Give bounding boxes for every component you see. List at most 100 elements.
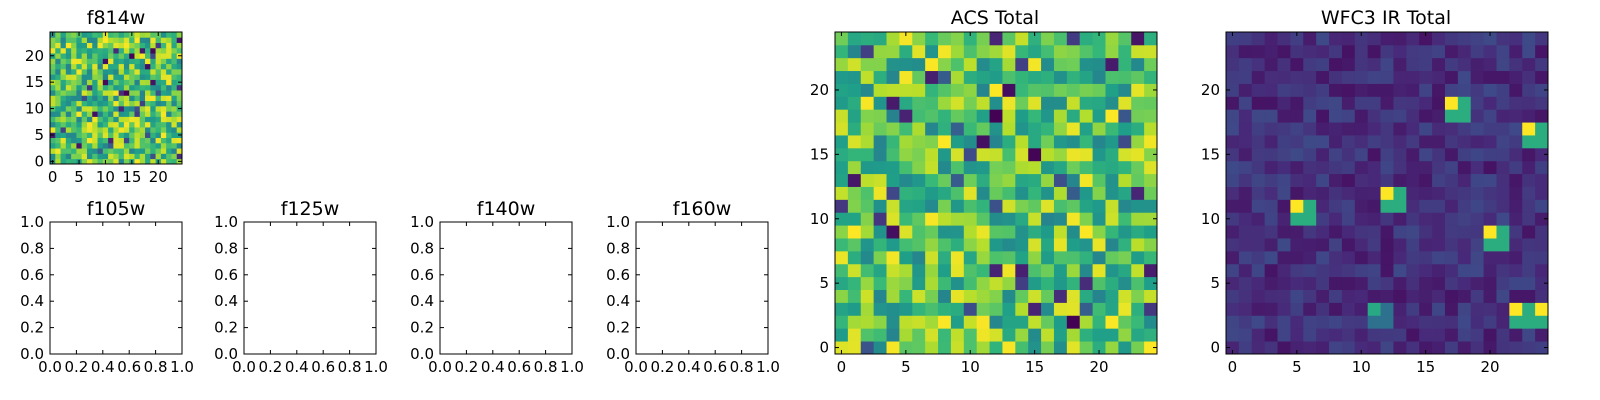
heatmap-cell [50, 142, 56, 149]
heatmap-cell [71, 63, 77, 70]
heatmap-cell [1406, 70, 1420, 84]
x-tick-label: 0.8 [338, 358, 362, 376]
heatmap-cell [71, 100, 77, 107]
heatmap-cell [1380, 263, 1394, 278]
heatmap-cell [1277, 315, 1291, 329]
heatmap-cell [847, 225, 862, 239]
heatmap-cell [134, 32, 141, 38]
heatmap-cell [847, 160, 862, 175]
heatmap-cell [1015, 289, 1029, 303]
heatmap-cell [1444, 44, 1459, 59]
heatmap-cell [899, 32, 913, 46]
heatmap-cell [938, 199, 952, 213]
heatmap-cell [150, 74, 156, 80]
heatmap-cell [1251, 289, 1266, 303]
heatmap-cell [150, 68, 156, 75]
heatmap-cell [1457, 135, 1472, 149]
heatmap-cell [81, 63, 88, 70]
heatmap-cell [1457, 238, 1472, 252]
heatmap-cell [1393, 315, 1407, 329]
heatmap-cell [118, 116, 125, 123]
heatmap-cell [1118, 225, 1132, 239]
heatmap-cell [1316, 263, 1330, 278]
heatmap-cell [1238, 289, 1253, 303]
heatmap-cell [76, 63, 83, 70]
heatmap-cell [113, 142, 120, 149]
heatmap-cell [1367, 147, 1381, 162]
heatmap-cell [134, 90, 141, 96]
heatmap-cell [1419, 83, 1433, 97]
heatmap-cell [847, 135, 862, 149]
heatmap-cell [1264, 276, 1278, 290]
heatmap-cell [1028, 57, 1042, 72]
heatmap-cell [145, 37, 151, 43]
heatmap-cell [1419, 160, 1433, 175]
heatmap-cell [899, 250, 913, 265]
y-tick-label: 0.0 [410, 345, 434, 363]
heatmap-cell [1496, 341, 1510, 355]
heatmap-cell [835, 109, 849, 123]
heatmap-cell [171, 42, 178, 49]
y-tick-label: 20 [1201, 81, 1220, 99]
heatmap-cell [963, 147, 978, 162]
heatmap-cell [860, 57, 875, 72]
heatmap-cell [1092, 173, 1106, 187]
heatmap-cell [171, 74, 178, 80]
heatmap-cell [1002, 250, 1016, 265]
heatmap-cell [1522, 302, 1536, 316]
heatmap-cell [1118, 238, 1132, 252]
heatmap-cell [1406, 302, 1420, 316]
heatmap-cell [938, 302, 952, 316]
heatmap-cell [108, 158, 114, 165]
heatmap-cell [925, 173, 939, 187]
heatmap-cell [60, 58, 67, 65]
heatmap-cell [976, 57, 990, 72]
heatmap-cell [1118, 173, 1132, 187]
heatmap-cell [1277, 160, 1291, 175]
heatmap-cell [1264, 122, 1278, 136]
heatmap-cell [1393, 83, 1407, 97]
heatmap-cell [899, 44, 913, 59]
heatmap-cell [1290, 160, 1304, 175]
heatmap-cell [1329, 70, 1343, 84]
heatmap-cell [134, 153, 141, 160]
heatmap-cell [55, 153, 61, 160]
heatmap-cell [1002, 225, 1016, 239]
heatmap-cell [145, 79, 151, 86]
heatmap-cell [145, 111, 151, 117]
heatmap-cell [1406, 315, 1420, 329]
heatmap-cell [1341, 44, 1356, 59]
heatmap-cell [71, 105, 77, 112]
heatmap-cell [60, 53, 67, 59]
heatmap-cell [1535, 276, 1549, 290]
heatmap-cell [886, 173, 900, 187]
heatmap-cell [1470, 341, 1484, 355]
heatmap-cell [1316, 315, 1330, 329]
heatmap-cell [86, 84, 93, 91]
heatmap-cell [1290, 199, 1304, 213]
y-tick-label: 0.8 [606, 239, 630, 257]
y-tick-label: 10 [25, 100, 44, 118]
heatmap-cell [113, 84, 120, 91]
y-tick-label: 0.2 [410, 319, 434, 337]
x-tick-label: 15 [1025, 358, 1044, 376]
heatmap-cell [963, 341, 978, 355]
heatmap-cell [976, 212, 990, 226]
heatmap-cell [1341, 70, 1356, 84]
heatmap-cell [847, 341, 862, 355]
heatmap-cell [1277, 289, 1291, 303]
heatmap-cell [835, 32, 849, 46]
heatmap-cell [160, 137, 167, 144]
heatmap-cell [1380, 315, 1394, 329]
heatmap-cell [1066, 32, 1081, 46]
heatmap-cell [145, 148, 151, 154]
heatmap-cell [1264, 109, 1278, 123]
heatmap-cell [1522, 83, 1536, 97]
heatmap-cell [123, 84, 130, 91]
heatmap-cell [1251, 83, 1266, 97]
heatmap-cell [938, 57, 952, 72]
heatmap-cell [71, 37, 77, 43]
heatmap-cell [65, 90, 72, 96]
heatmap-cell [1226, 83, 1240, 97]
